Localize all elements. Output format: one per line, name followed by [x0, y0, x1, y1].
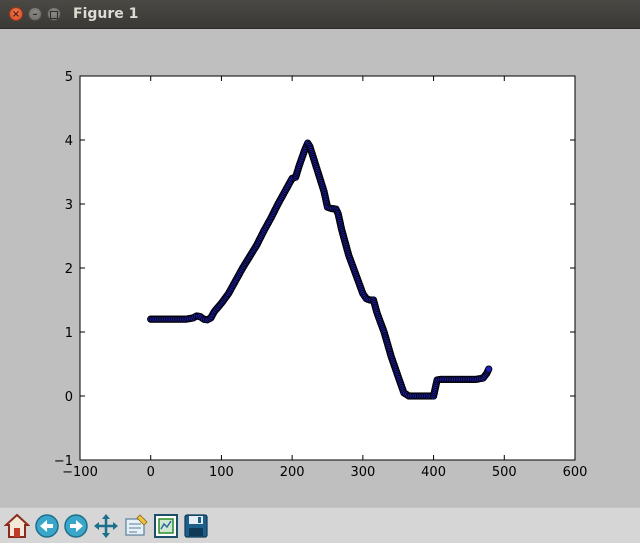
- maximize-button[interactable]: [47, 7, 61, 21]
- axis-tick-labels: −100 0 100 200 300 400 500 600 −1 0 1 2 3 4 5: [54, 70, 588, 480]
- x-tick-label: 400: [421, 465, 446, 480]
- y-tick-label: 0: [65, 390, 73, 405]
- figure-canvas[interactable]: −100 0 100 200 300 400 500 600 −1 0 1 2 3 4 5: [0, 29, 640, 507]
- data-point: [485, 365, 493, 373]
- minimize-icon: –: [32, 9, 38, 20]
- forward-button[interactable]: [62, 512, 90, 540]
- configure-subplots-button[interactable]: [122, 512, 150, 540]
- title-bar: × – Figure 1: [0, 0, 640, 29]
- y-tick-label: 4: [65, 134, 73, 149]
- axis-ticks: [79, 75, 576, 461]
- floppy-disk-icon: [184, 514, 208, 538]
- zoom-button[interactable]: [152, 512, 180, 540]
- save-button[interactable]: [182, 512, 210, 540]
- x-tick-label: 0: [147, 465, 155, 480]
- y-tick-label: −1: [54, 454, 73, 469]
- maximize-icon: [50, 11, 58, 19]
- home-button[interactable]: [3, 512, 31, 540]
- zoom-rect-icon: [154, 514, 178, 538]
- y-tick-label: 3: [65, 198, 73, 213]
- x-tick-label: 500: [492, 465, 517, 480]
- pan-button[interactable]: [92, 512, 120, 540]
- arrow-right-icon: [64, 514, 88, 538]
- navigation-toolbar: [0, 507, 640, 543]
- x-tick-label: 600: [563, 465, 588, 480]
- y-tick-label: 1: [65, 326, 73, 341]
- data-points: [147, 139, 493, 400]
- axes-frame: [79, 75, 576, 461]
- home-icon: [4, 513, 30, 538]
- arrow-left-icon: [35, 514, 59, 538]
- x-tick-label: −100: [62, 465, 98, 480]
- back-button[interactable]: [33, 512, 61, 540]
- x-tick-label: 300: [350, 465, 375, 480]
- move-arrows-icon: [94, 514, 118, 538]
- y-tick-label: 5: [65, 70, 73, 85]
- x-tick-label: 200: [280, 465, 305, 480]
- window-title: Figure 1: [73, 6, 139, 22]
- x-tick-label: 100: [209, 465, 234, 480]
- subplots-icon: [125, 514, 148, 536]
- scatter-chart: −100 0 100 200 300 400 500 600 −1 0 1 2 3 4 5: [54, 70, 588, 480]
- close-button[interactable]: ×: [9, 7, 23, 21]
- minimize-button[interactable]: –: [28, 7, 42, 21]
- close-icon: ×: [11, 9, 21, 20]
- y-tick-label: 2: [65, 262, 73, 277]
